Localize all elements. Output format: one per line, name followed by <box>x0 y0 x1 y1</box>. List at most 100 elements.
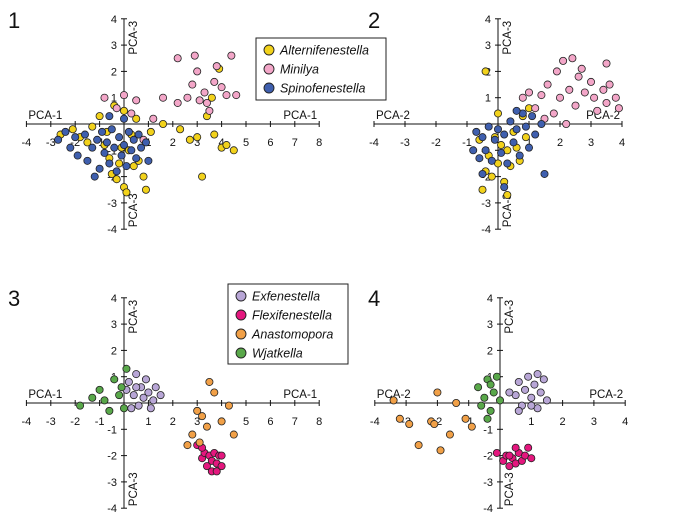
data-point-minilya <box>559 56 568 65</box>
legend-label-exfenestella: Exfenestella <box>252 290 320 304</box>
x-tick-label: -1 <box>95 137 105 149</box>
data-point-minilya <box>602 59 611 68</box>
data-point-alternifenestella <box>210 130 219 139</box>
y-tick-label: 4 <box>111 293 117 305</box>
data-point-alternifenestella <box>159 120 168 129</box>
data-point-alternifenestella <box>120 106 129 115</box>
y-tick-label: 2 <box>111 66 117 78</box>
data-point-spinofenestella <box>141 138 150 147</box>
data-point-spinofenestella <box>478 169 487 178</box>
data-point-alternifenestella <box>146 127 155 136</box>
data-point-spinofenestella <box>61 127 70 136</box>
data-point-minilya <box>132 96 141 105</box>
y-axis-label-bottom: PCA-3 <box>502 193 514 227</box>
data-point-exfenestella <box>536 388 545 397</box>
panel-number: 3 <box>8 286 20 311</box>
panel-3: 3-4-3-2-112345678-4-3-2-11234PCA-1PCA-1P… <box>8 286 322 515</box>
data-point-exfenestella <box>533 370 542 379</box>
data-point-exfenestella <box>127 404 136 413</box>
data-point-spinofenestella <box>129 135 138 144</box>
data-point-alternifenestella <box>497 141 506 150</box>
x-tick-label: 1 <box>145 416 151 428</box>
data-point-alternifenestella <box>503 191 512 200</box>
data-point-exfenestella <box>542 396 551 405</box>
data-point-minilya <box>149 114 158 123</box>
data-point-anastomopora <box>188 430 197 439</box>
data-point-spinofenestella <box>512 125 521 134</box>
x-tick-label: 3 <box>591 416 597 428</box>
legend-box <box>227 283 349 365</box>
legend-swatch-minilya <box>263 63 275 75</box>
data-point-alternifenestella <box>115 159 124 168</box>
data-point-flexifenestella <box>527 454 536 463</box>
x-axis-label-left: PCA-2 <box>376 110 410 122</box>
data-point-minilya <box>537 91 546 100</box>
legend-label-wjatkella: Wjatkella <box>252 347 303 361</box>
x-tick-label: 7 <box>292 137 298 149</box>
legend-bottom: Exfenestella Flexifenestella Anastomopora W… <box>227 283 349 365</box>
y-tick-label: -3 <box>483 477 493 489</box>
x-tick-label: 3 <box>194 416 200 428</box>
legend-label-flexifenestella: Flexifenestella <box>252 309 332 323</box>
data-point-wjatkella <box>115 391 124 400</box>
data-point-spinofenestella <box>107 125 116 134</box>
data-point-flexifenestella <box>217 462 226 471</box>
data-point-anastomopora <box>193 406 202 415</box>
data-point-spinofenestella <box>512 106 521 115</box>
x-axis-label-left: PCA-1 <box>28 110 62 122</box>
data-point-minilya <box>173 54 182 63</box>
data-point-spinofenestella <box>500 183 509 192</box>
data-point-minilya <box>587 77 596 86</box>
data-point-minilya <box>127 109 136 118</box>
data-point-minilya <box>183 93 192 102</box>
data-point-exfenestella <box>527 393 536 402</box>
data-point-alternifenestella <box>132 114 141 123</box>
data-point-exfenestella <box>129 391 138 400</box>
data-point-exfenestella <box>156 391 165 400</box>
x-tick-label: -3 <box>46 416 56 428</box>
y-tick-label: 3 <box>485 40 491 52</box>
legend-top: Alternifenestella Minilya Spinofenestella <box>255 37 387 101</box>
y-tick-label: -4 <box>107 224 117 236</box>
data-point-minilya <box>602 98 611 107</box>
data-point-alternifenestella <box>198 172 207 181</box>
data-point-wjatkella <box>95 385 104 394</box>
data-point-spinofenestella <box>525 143 534 152</box>
data-point-spinofenestella <box>110 143 119 152</box>
panel-2: 2-4-3-2-11234-4-3-2-11234PCA-2PCA-2PCA-3… <box>368 8 625 236</box>
data-point-spinofenestella <box>475 154 484 163</box>
data-point-alternifenestella <box>222 141 231 150</box>
data-point-minilya <box>100 93 109 102</box>
data-point-minilya <box>549 109 558 118</box>
data-point-exfenestella <box>149 396 158 405</box>
data-point-spinofenestella <box>83 156 92 165</box>
data-point-flexifenestella <box>217 451 226 460</box>
data-point-exfenestella <box>144 388 153 397</box>
data-point-wjatkella <box>105 406 114 415</box>
data-point-wjatkella <box>88 393 97 402</box>
data-point-minilya <box>531 104 540 113</box>
x-axis-label-right: PCA-1 <box>283 389 317 401</box>
data-point-wjatkella <box>495 396 504 405</box>
data-point-anastomopora <box>405 420 414 429</box>
data-point-spinofenestella <box>537 120 546 129</box>
y-tick-label: -2 <box>483 451 493 463</box>
data-point-minilya <box>590 93 599 102</box>
x-tick-label: -2 <box>70 416 80 428</box>
x-tick-label: 6 <box>267 416 273 428</box>
y-axis-label-top: PCA-3 <box>504 300 516 334</box>
y-axis-label-top: PCA-3 <box>502 21 514 55</box>
data-point-spinofenestella <box>66 143 75 152</box>
data-point-alternifenestella <box>481 67 490 76</box>
data-point-spinofenestella <box>484 122 493 131</box>
x-tick-label: -3 <box>46 137 56 149</box>
panel-number: 2 <box>368 8 380 33</box>
data-point-flexifenestella <box>511 443 520 452</box>
data-point-exfenestella <box>521 385 530 394</box>
data-point-wjatkella <box>486 406 495 415</box>
data-point-anastomopora <box>436 446 445 455</box>
y-tick-label: 2 <box>111 345 117 357</box>
legend-swatch-alternifenestella <box>263 44 275 56</box>
data-point-spinofenestella <box>100 148 109 157</box>
data-point-spinofenestella <box>102 138 111 147</box>
